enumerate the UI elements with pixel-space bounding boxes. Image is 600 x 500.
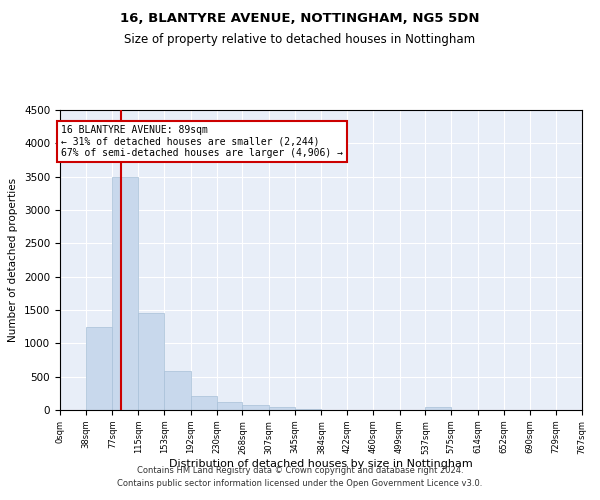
Text: 16, BLANTYRE AVENUE, NOTTINGHAM, NG5 5DN: 16, BLANTYRE AVENUE, NOTTINGHAM, NG5 5DN xyxy=(120,12,480,26)
Y-axis label: Number of detached properties: Number of detached properties xyxy=(8,178,19,342)
Bar xyxy=(217,402,242,410)
Bar xyxy=(425,406,451,410)
Bar xyxy=(86,326,112,410)
Bar xyxy=(112,176,138,410)
Bar xyxy=(138,314,164,410)
Text: 16 BLANTYRE AVENUE: 89sqm
← 31% of detached houses are smaller (2,244)
67% of se: 16 BLANTYRE AVENUE: 89sqm ← 31% of detac… xyxy=(61,124,343,158)
Text: Contains HM Land Registry data © Crown copyright and database right 2024.
Contai: Contains HM Land Registry data © Crown c… xyxy=(118,466,482,487)
Bar xyxy=(242,406,269,410)
Bar xyxy=(191,396,217,410)
Text: Size of property relative to detached houses in Nottingham: Size of property relative to detached ho… xyxy=(124,32,476,46)
Bar xyxy=(295,409,322,410)
Bar xyxy=(164,372,191,410)
Bar xyxy=(269,407,295,410)
X-axis label: Distribution of detached houses by size in Nottingham: Distribution of detached houses by size … xyxy=(169,460,473,469)
